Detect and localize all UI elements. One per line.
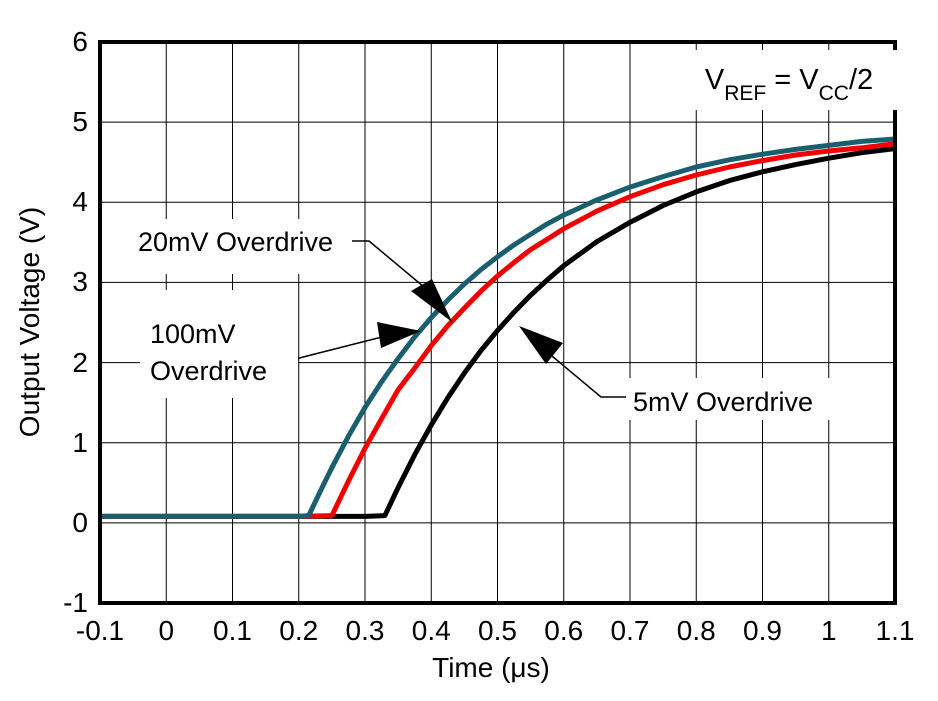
arrow-100mv-arrowhead-icon [377,322,421,348]
curve-label-20mv-overdrive: 20mV Overdrive [130,219,352,274]
curve-label-100mv-overdrive: 100mV Overdrive [140,290,298,398]
x-tick-label: 0.3 [345,615,385,646]
curve-label-5mv-overdrive: 5mV Overdrive [626,378,840,420]
y-tick-label: 2 [72,346,88,378]
vref-text-part: V [704,64,725,96]
x-tick-label: -0.1 [75,615,125,646]
series-curve-20mv-overdrive [100,141,896,519]
x-tick-label: 0.8 [676,615,716,646]
x-tick-label: 0.6 [544,615,584,646]
x-tick-label: 0.2 [279,615,319,646]
y-tick-label: 5 [72,106,88,138]
arrow-20mv-arrowhead-icon [411,279,452,322]
curve-label-100mv-line2: Overdrive [150,356,268,386]
x-tick-label: 0.5 [478,615,517,646]
series-curve-100mv-overdrive [100,136,896,519]
vref-subscript-ref: REF [724,81,767,105]
curve-label-100mv-line1: 100mV [150,319,236,349]
x-axis-title: Time (μs) [432,652,550,683]
y-tick-label: 3 [72,266,88,298]
x-tick-label: 0.1 [213,615,252,646]
arrow-5mv-leader-line [551,355,630,398]
y-tick-label: 4 [72,186,88,218]
x-tick-label: 0.9 [743,615,782,646]
arrow-5mv-arrowhead-icon [519,326,563,364]
vref-text-part: /2 [848,64,874,96]
x-tick-label: 0 [158,615,175,646]
x-tick-label: 1 [820,615,837,646]
vref-annotation: VREF = VCC/2 [663,50,915,110]
y-tick-label: -1 [63,587,88,618]
x-tick-label: 1.1 [875,615,915,646]
y-tick-label: 1 [72,426,88,458]
y-tick-label: 6 [72,26,88,57]
vref-subscript-cc: CC [818,81,849,105]
y-tick-label: 0 [72,506,88,538]
vref-text-part: = V [766,64,819,96]
x-tick-label: 0.4 [411,615,451,646]
arrow-100mv-leader-line [287,336,383,362]
arrow-20mv-leader-line [352,240,425,288]
plot-frame [98,40,897,605]
series-curve-5mv-overdrive [100,146,896,519]
x-tick-label: 0.7 [610,615,650,646]
